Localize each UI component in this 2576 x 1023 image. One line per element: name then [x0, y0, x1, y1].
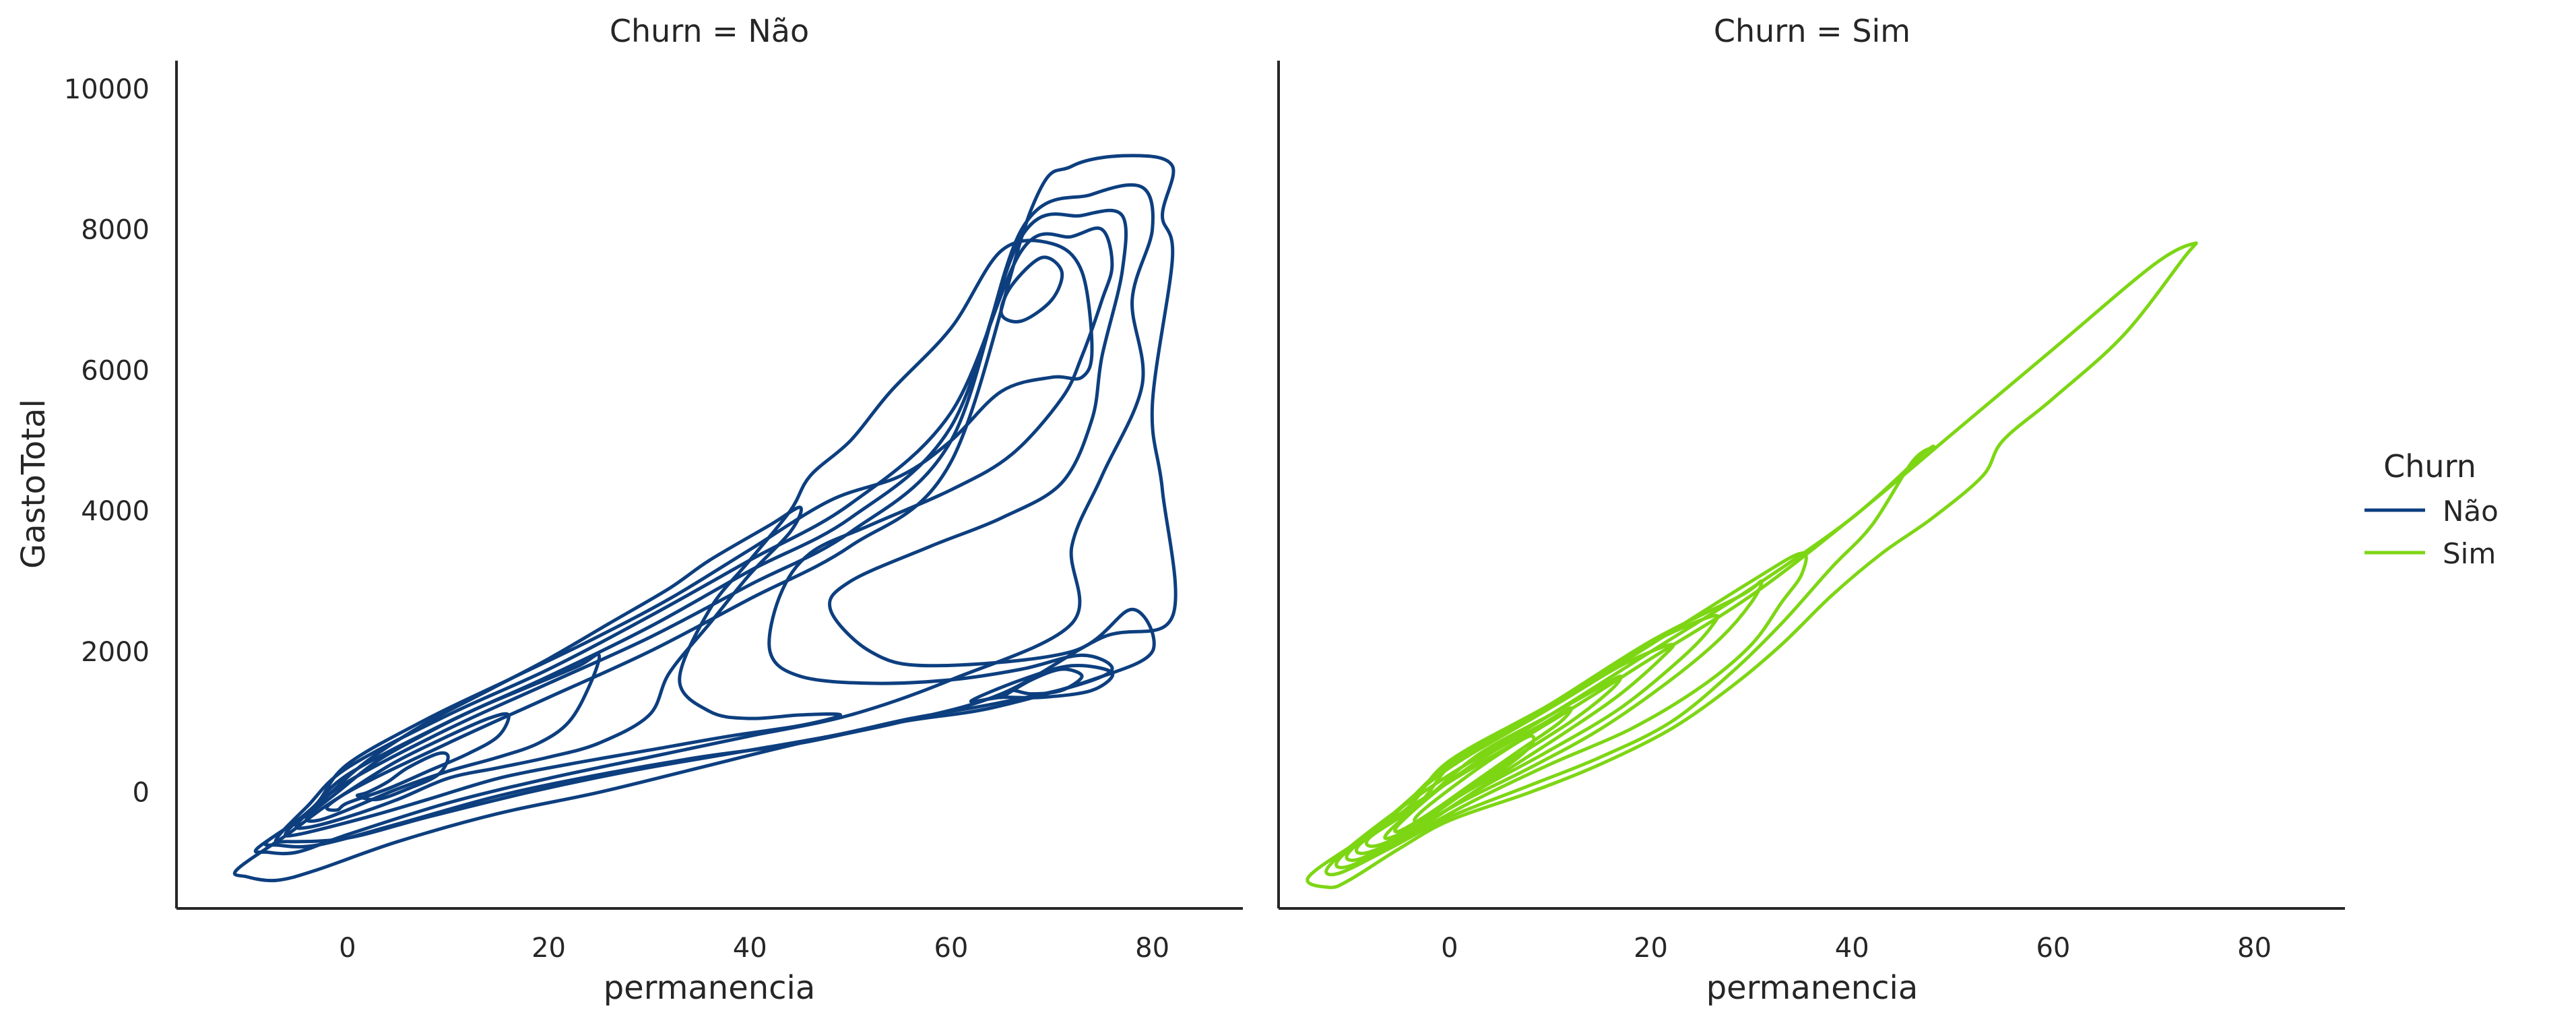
x-tick-label: 40: [1835, 933, 1869, 964]
x-tick-label: 20: [1634, 933, 1668, 964]
x-axis-label: permanencia: [604, 969, 816, 1007]
legend-entry-nao: Não: [2364, 495, 2499, 528]
contour-line-não-4: [284, 239, 1094, 838]
x-tick-label: 80: [2237, 933, 2272, 964]
y-axis-label: GastoTotal: [15, 399, 53, 569]
panel-churn-nao: Churn = Não 0 20 40 60 80 0 2000 4000 6000 8000 1…: [15, 13, 1243, 1007]
x-axis-label: permanencia: [1706, 969, 1919, 1007]
contour-line-não-5: [294, 505, 803, 830]
legend-label: Não: [2443, 495, 2499, 528]
contour-line-não-10: [999, 667, 1084, 700]
contour-line-não-8: [355, 751, 450, 802]
y-tick-labels: 0 2000 4000 6000 8000 10000: [64, 74, 150, 809]
contour-line-sim-0: [1306, 241, 2198, 890]
contour-line-não-0: [232, 154, 1178, 883]
x-tick-label: 60: [2036, 933, 2070, 964]
contour-layer: [1306, 241, 2198, 890]
contour-line-não-9: [969, 664, 1115, 704]
contour-line-não-1: [253, 183, 1155, 856]
y-tick-label: 4000: [81, 496, 150, 527]
legend: Churn Não Sim: [2364, 448, 2499, 570]
x-tick-label: 80: [1135, 933, 1169, 964]
x-tick-labels: 0 20 40 60 80: [1441, 933, 2272, 964]
contour-line-não-3: [273, 226, 1114, 844]
contour-layer: [232, 154, 1178, 883]
x-tick-label: 0: [339, 933, 356, 964]
y-tick-label: 6000: [81, 355, 150, 386]
x-tick-label: 20: [532, 933, 566, 964]
contour-line-não-11: [999, 255, 1064, 323]
contour-line-sim-7: [1393, 706, 1574, 834]
legend-title: Churn: [2383, 448, 2476, 485]
y-tick-label: 10000: [64, 74, 150, 105]
x-tick-labels: 0 20 40 60 80: [339, 933, 1169, 964]
contour-line-não-7: [325, 712, 511, 812]
contour-line-sim-8: [1413, 734, 1536, 824]
legend-label: Sim: [2443, 537, 2496, 570]
x-tick-label: 40: [733, 933, 767, 964]
y-tick-label: 0: [133, 778, 150, 809]
x-tick-label: 60: [934, 933, 968, 964]
y-tick-label: 8000: [81, 215, 150, 246]
x-tick-label: 0: [1441, 933, 1458, 964]
panel-title: Churn = Sim: [1714, 13, 1910, 49]
panel-title: Churn = Não: [610, 13, 809, 49]
y-tick-label: 2000: [81, 637, 150, 668]
contour-line-sim-1: [1324, 444, 1935, 877]
legend-entry-sim: Sim: [2364, 537, 2496, 570]
panel-churn-sim: Churn = Sim 0 20 40 60 80 permanencia: [1277, 13, 2345, 1007]
contour-line-sim-5: [1364, 642, 1675, 848]
